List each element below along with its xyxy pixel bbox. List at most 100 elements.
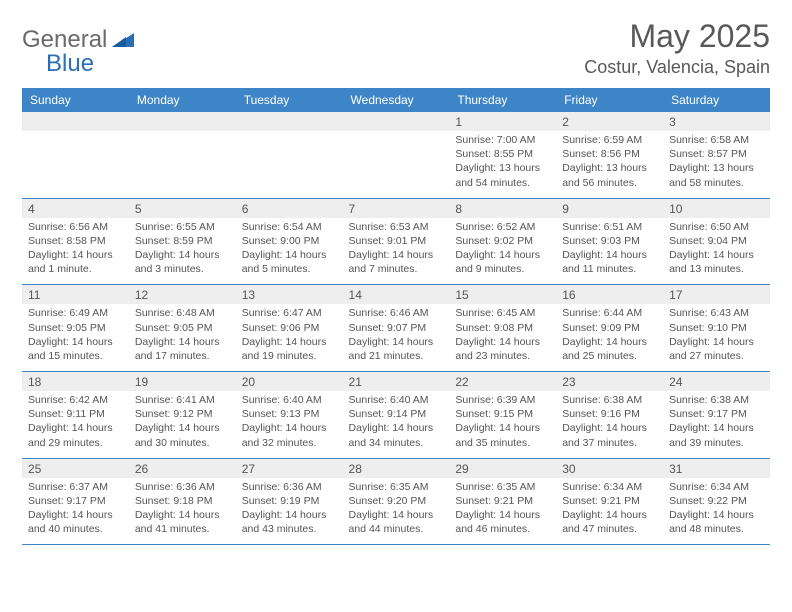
day-detail-cell xyxy=(129,131,236,198)
daylight-text-2: and 47 minutes. xyxy=(562,522,657,536)
day-number-cell: 14 xyxy=(343,285,450,305)
day-number-cell: 9 xyxy=(556,198,663,218)
daylight-text-2: and 40 minutes. xyxy=(28,522,123,536)
daylight-text-1: Daylight: 14 hours xyxy=(669,508,764,522)
weekday-header: Friday xyxy=(556,88,663,112)
day-detail-cell: Sunrise: 6:55 AMSunset: 8:59 PMDaylight:… xyxy=(129,218,236,285)
daylight-text-2: and 29 minutes. xyxy=(28,436,123,450)
sunset-text: Sunset: 9:00 PM xyxy=(242,234,337,248)
day-number-cell: 13 xyxy=(236,285,343,305)
sunrise-text: Sunrise: 6:48 AM xyxy=(135,306,230,320)
day-detail-cell xyxy=(343,131,450,198)
day-detail-cell xyxy=(22,131,129,198)
day-number-cell xyxy=(236,112,343,131)
day-detail-cell: Sunrise: 6:40 AMSunset: 9:14 PMDaylight:… xyxy=(343,391,450,458)
day-number-cell xyxy=(129,112,236,131)
day-detail-cell: Sunrise: 6:49 AMSunset: 9:05 PMDaylight:… xyxy=(22,304,129,371)
logo-text-2: Blue xyxy=(46,50,94,78)
sunset-text: Sunset: 9:04 PM xyxy=(669,234,764,248)
daylight-text-2: and 37 minutes. xyxy=(562,436,657,450)
day-detail-cell: Sunrise: 6:37 AMSunset: 9:17 PMDaylight:… xyxy=(22,478,129,545)
day-detail-cell: Sunrise: 6:54 AMSunset: 9:00 PMDaylight:… xyxy=(236,218,343,285)
day-number-cell: 18 xyxy=(22,372,129,392)
daylight-text-2: and 17 minutes. xyxy=(135,349,230,363)
week-detail-row: Sunrise: 6:56 AMSunset: 8:58 PMDaylight:… xyxy=(22,218,770,285)
sunrise-text: Sunrise: 6:36 AM xyxy=(242,480,337,494)
day-detail-cell xyxy=(236,131,343,198)
sunrise-text: Sunrise: 6:41 AM xyxy=(135,393,230,407)
daylight-text-2: and 25 minutes. xyxy=(562,349,657,363)
weekday-header: Saturday xyxy=(663,88,770,112)
sunset-text: Sunset: 9:09 PM xyxy=(562,321,657,335)
week-detail-row: Sunrise: 7:00 AMSunset: 8:55 PMDaylight:… xyxy=(22,131,770,198)
day-number-cell: 16 xyxy=(556,285,663,305)
sunrise-text: Sunrise: 6:35 AM xyxy=(455,480,550,494)
day-detail-cell: Sunrise: 6:35 AMSunset: 9:20 PMDaylight:… xyxy=(343,478,450,545)
sunrise-text: Sunrise: 6:39 AM xyxy=(455,393,550,407)
day-detail-cell: Sunrise: 6:50 AMSunset: 9:04 PMDaylight:… xyxy=(663,218,770,285)
day-detail-cell: Sunrise: 6:51 AMSunset: 9:03 PMDaylight:… xyxy=(556,218,663,285)
sunrise-text: Sunrise: 6:47 AM xyxy=(242,306,337,320)
daylight-text-1: Daylight: 14 hours xyxy=(242,248,337,262)
daylight-text-1: Daylight: 14 hours xyxy=(562,248,657,262)
sunrise-text: Sunrise: 6:56 AM xyxy=(28,220,123,234)
daylight-text-1: Daylight: 14 hours xyxy=(28,248,123,262)
daylight-text-1: Daylight: 14 hours xyxy=(455,248,550,262)
day-number-cell: 5 xyxy=(129,198,236,218)
day-detail-cell: Sunrise: 6:34 AMSunset: 9:21 PMDaylight:… xyxy=(556,478,663,545)
day-number-cell: 23 xyxy=(556,372,663,392)
sunrise-text: Sunrise: 6:40 AM xyxy=(349,393,444,407)
sunrise-text: Sunrise: 6:38 AM xyxy=(669,393,764,407)
weekday-header: Sunday xyxy=(22,88,129,112)
daylight-text-1: Daylight: 14 hours xyxy=(669,248,764,262)
sunset-text: Sunset: 9:21 PM xyxy=(562,494,657,508)
sunrise-text: Sunrise: 6:36 AM xyxy=(135,480,230,494)
daylight-text-1: Daylight: 14 hours xyxy=(562,508,657,522)
daylight-text-1: Daylight: 14 hours xyxy=(455,335,550,349)
sunrise-text: Sunrise: 6:58 AM xyxy=(669,133,764,147)
sunset-text: Sunset: 9:22 PM xyxy=(669,494,764,508)
day-detail-cell: Sunrise: 6:35 AMSunset: 9:21 PMDaylight:… xyxy=(449,478,556,545)
sunset-text: Sunset: 9:20 PM xyxy=(349,494,444,508)
sunset-text: Sunset: 8:56 PM xyxy=(562,147,657,161)
day-detail-cell: Sunrise: 6:53 AMSunset: 9:01 PMDaylight:… xyxy=(343,218,450,285)
day-number-cell: 19 xyxy=(129,372,236,392)
sunset-text: Sunset: 9:12 PM xyxy=(135,407,230,421)
daylight-text-1: Daylight: 14 hours xyxy=(349,508,444,522)
day-number-cell: 1 xyxy=(449,112,556,131)
day-number-cell: 3 xyxy=(663,112,770,131)
sunset-text: Sunset: 9:13 PM xyxy=(242,407,337,421)
daylight-text-2: and 15 minutes. xyxy=(28,349,123,363)
sunrise-text: Sunrise: 7:00 AM xyxy=(455,133,550,147)
logo-triangle-icon xyxy=(112,29,134,52)
weekday-header: Monday xyxy=(129,88,236,112)
daylight-text-2: and 23 minutes. xyxy=(455,349,550,363)
daylight-text-2: and 54 minutes. xyxy=(455,176,550,190)
week-number-row: 11121314151617 xyxy=(22,285,770,305)
sunset-text: Sunset: 9:05 PM xyxy=(135,321,230,335)
sunrise-text: Sunrise: 6:46 AM xyxy=(349,306,444,320)
daylight-text-2: and 58 minutes. xyxy=(669,176,764,190)
sunrise-text: Sunrise: 6:34 AM xyxy=(562,480,657,494)
day-detail-cell: Sunrise: 6:36 AMSunset: 9:18 PMDaylight:… xyxy=(129,478,236,545)
daylight-text-2: and 3 minutes. xyxy=(135,262,230,276)
daylight-text-1: Daylight: 14 hours xyxy=(455,508,550,522)
daylight-text-2: and 48 minutes. xyxy=(669,522,764,536)
week-number-row: 123 xyxy=(22,112,770,131)
daylight-text-1: Daylight: 14 hours xyxy=(135,335,230,349)
sunset-text: Sunset: 9:17 PM xyxy=(669,407,764,421)
day-number-cell: 24 xyxy=(663,372,770,392)
weekday-header: Tuesday xyxy=(236,88,343,112)
daylight-text-1: Daylight: 13 hours xyxy=(455,161,550,175)
day-number-cell: 31 xyxy=(663,458,770,478)
sunrise-text: Sunrise: 6:43 AM xyxy=(669,306,764,320)
daylight-text-2: and 5 minutes. xyxy=(242,262,337,276)
sunrise-text: Sunrise: 6:49 AM xyxy=(28,306,123,320)
daylight-text-1: Daylight: 14 hours xyxy=(242,335,337,349)
day-detail-cell: Sunrise: 6:47 AMSunset: 9:06 PMDaylight:… xyxy=(236,304,343,371)
sunset-text: Sunset: 8:57 PM xyxy=(669,147,764,161)
sunrise-text: Sunrise: 6:59 AM xyxy=(562,133,657,147)
daylight-text-2: and 44 minutes. xyxy=(349,522,444,536)
day-detail-cell: Sunrise: 6:46 AMSunset: 9:07 PMDaylight:… xyxy=(343,304,450,371)
day-number-cell: 17 xyxy=(663,285,770,305)
